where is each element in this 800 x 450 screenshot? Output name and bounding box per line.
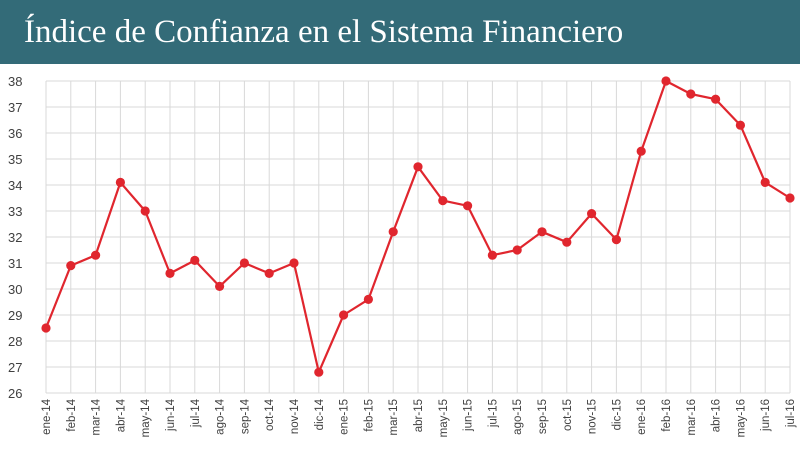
data-point-feb-14	[66, 261, 76, 271]
y-axis-tick-labels: 26 27 28 29 30 31 32 33 34 35 36 37 38	[8, 74, 22, 401]
x-tick-label: dic-14	[314, 398, 326, 430]
data-point-ene-15	[339, 310, 349, 320]
y-tick-label: 27	[8, 360, 22, 375]
data-points	[41, 76, 795, 377]
x-tick-label: ago-14	[215, 398, 227, 434]
data-point-feb-15	[363, 294, 373, 304]
y-tick-label: 29	[8, 308, 22, 323]
data-point-jun-14	[165, 268, 175, 278]
data-point-ago-15	[512, 245, 522, 255]
y-tick-label: 32	[8, 230, 22, 245]
data-point-jun-15	[463, 201, 473, 211]
y-tick-label: 37	[8, 100, 22, 115]
x-tick-label: nov-15	[587, 399, 599, 434]
data-point-jul-16	[785, 193, 795, 203]
data-point-sep-14	[239, 258, 249, 268]
vertical-gridlines	[45, 81, 791, 393]
data-point-mar-15	[388, 227, 398, 237]
x-tick-label: jun-15	[463, 399, 475, 432]
x-tick-label: jul-15	[487, 399, 499, 428]
x-tick-label: ene-14	[41, 398, 53, 434]
x-tick-label: jul-14	[190, 398, 202, 428]
x-tick-label: nov-14	[289, 398, 301, 434]
x-tick-label: dic-15	[611, 399, 623, 430]
x-tick-label: ago-15	[512, 399, 524, 435]
x-tick-label: abr-14	[115, 398, 127, 432]
data-point-oct-15	[562, 237, 572, 247]
y-tick-label: 31	[8, 256, 22, 271]
x-tick-label: jun-14	[165, 398, 177, 432]
y-tick-label: 38	[8, 74, 22, 89]
x-tick-label: may-16	[735, 399, 747, 437]
x-tick-label: mar-14	[91, 398, 103, 435]
x-tick-label: ene-16	[636, 399, 648, 435]
data-point-abr-16	[711, 94, 721, 104]
x-tick-label: sep-14	[239, 398, 251, 434]
data-point-jul-15	[487, 250, 497, 260]
data-point-mar-14	[91, 250, 101, 260]
data-point-abr-15	[413, 162, 423, 172]
y-tick-label: 36	[8, 126, 22, 141]
x-tick-label: mar-15	[388, 399, 400, 435]
page-title: Índice de Confianza en el Sistema Financ…	[24, 14, 624, 50]
x-tick-label: oct-15	[562, 399, 574, 431]
data-point-oct-14	[264, 268, 274, 278]
x-tick-label: sep-15	[537, 399, 549, 434]
x-tick-label: feb-16	[661, 399, 673, 432]
data-point-feb-16	[661, 76, 671, 86]
x-axis-tick-labels: ene-14 feb-14 mar-14 abr-14 may-14 jun-14 jul-…	[41, 398, 797, 437]
y-tick-label: 28	[8, 334, 22, 349]
y-tick-label: 33	[8, 204, 22, 219]
data-point-may-16	[735, 120, 746, 130]
data-point-dic-14	[314, 367, 324, 377]
data-point-ene-16	[636, 146, 646, 156]
x-tick-label: feb-15	[363, 399, 375, 432]
data-point-sep-15	[537, 227, 547, 237]
data-point-mar-16	[686, 89, 696, 99]
title-banner: Índice de Confianza en el Sistema Financ…	[0, 0, 800, 64]
x-tick-label: mar-16	[686, 399, 698, 435]
y-tick-label: 34	[8, 178, 22, 193]
data-point-ene-14	[41, 323, 51, 333]
x-tick-label: jun-16	[760, 399, 772, 432]
data-point-may-14	[140, 206, 150, 216]
data-point-dic-15	[611, 235, 622, 245]
data-point-jul-14	[190, 255, 200, 265]
x-tick-label: may-15	[438, 399, 450, 437]
x-tick-label: abr-16	[711, 399, 723, 432]
data-point-abr-14	[115, 177, 125, 187]
x-tick-label: jul-16	[785, 399, 797, 428]
data-point-may-15	[438, 196, 448, 206]
y-tick-label: 35	[8, 152, 22, 167]
x-tick-label: ene-15	[339, 399, 351, 435]
y-tick-label: 26	[8, 386, 22, 401]
data-point-jun-16	[760, 177, 770, 187]
x-tick-label: feb-14	[66, 398, 78, 431]
data-point-ago-14	[215, 281, 225, 291]
data-point-nov-15	[587, 209, 597, 219]
x-tick-label: abr-15	[413, 399, 425, 432]
x-tick-label: oct-14	[264, 398, 276, 431]
data-point-nov-14	[289, 258, 299, 268]
y-tick-label: 30	[8, 282, 22, 297]
line-chart: 26 27 28 29 30 31 32 33 34 35 36 37 38 ene-14 feb-14 m…	[8, 74, 797, 437]
x-tick-label: may-14	[140, 398, 152, 437]
